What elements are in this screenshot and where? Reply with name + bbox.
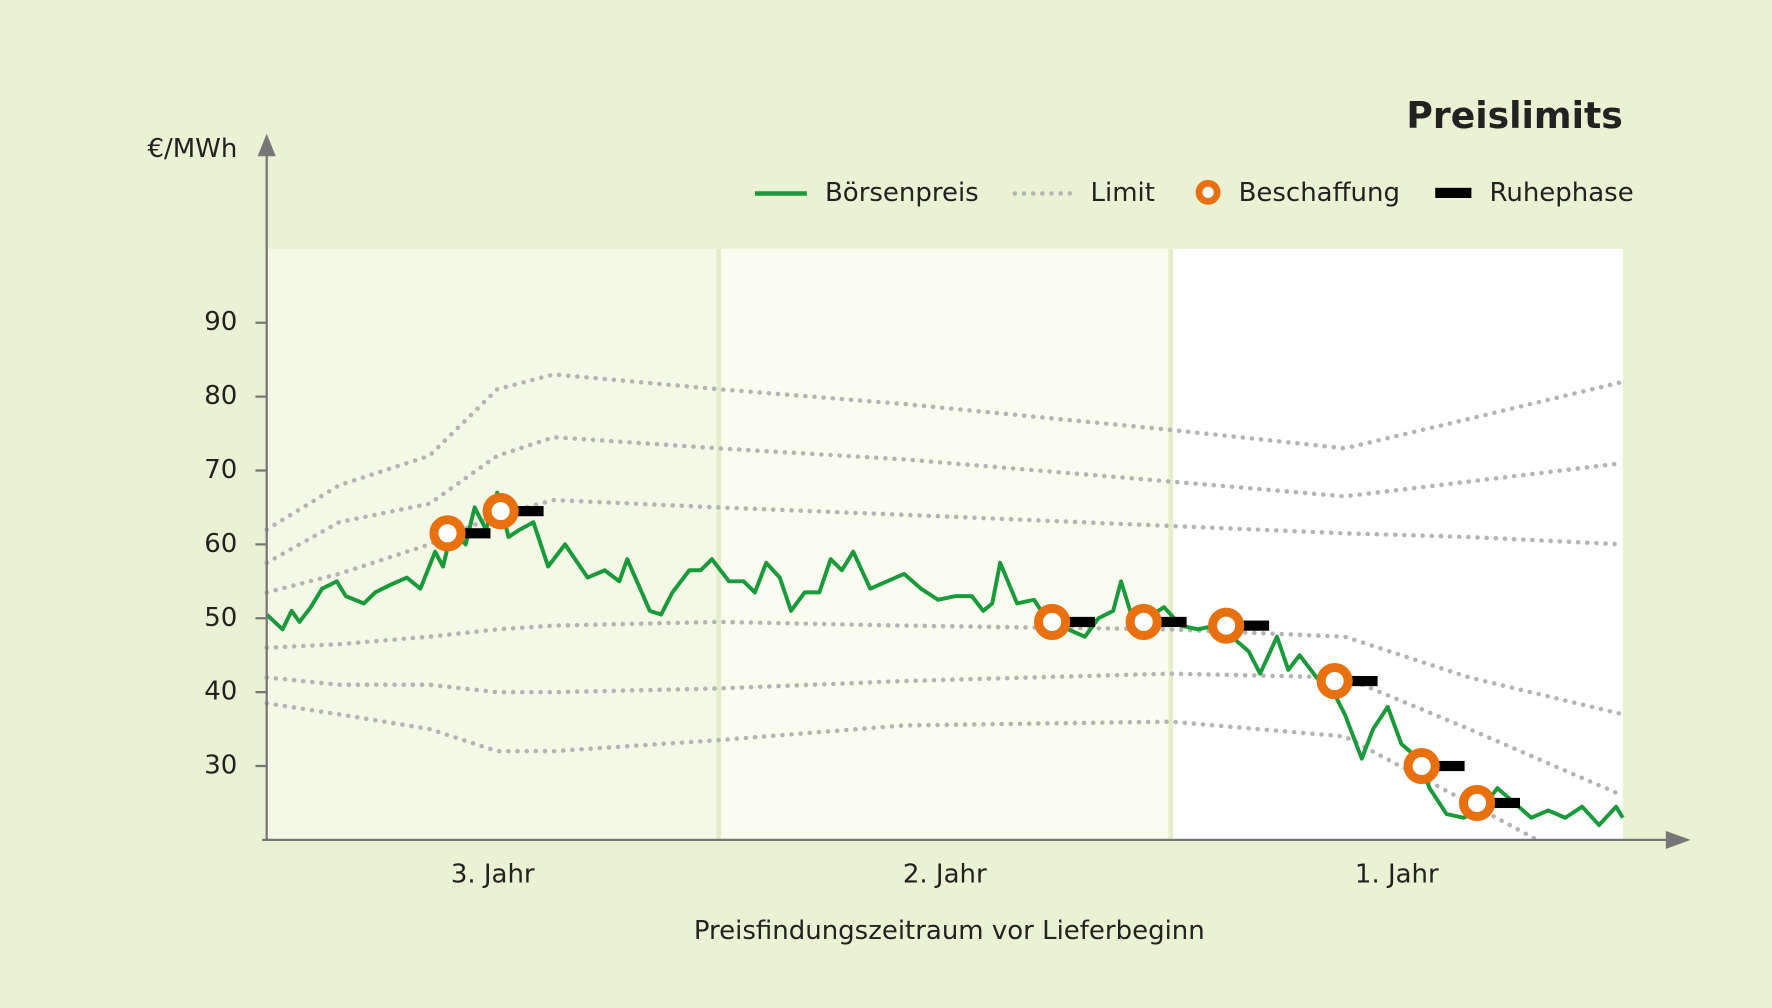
procurement-point xyxy=(1208,607,1245,644)
band xyxy=(718,248,1171,840)
procurement-point xyxy=(1403,747,1440,785)
y-tick-label: 90 xyxy=(204,307,237,337)
legend-swatch xyxy=(1435,187,1472,199)
limit-line xyxy=(264,434,1626,566)
rest-phase xyxy=(447,528,491,539)
legend-label: Börsenpreis xyxy=(825,178,979,208)
limit-line xyxy=(264,497,1626,595)
y-axis-label: €/MWh xyxy=(147,134,237,164)
bands xyxy=(266,248,1623,840)
rest-phase xyxy=(1421,760,1465,772)
legend-swatch xyxy=(1195,179,1221,205)
lines xyxy=(264,372,1626,843)
legend-label: Limit xyxy=(1091,178,1155,208)
procurement-point xyxy=(482,493,519,530)
limit-line xyxy=(264,372,1626,532)
rest-phase xyxy=(1477,797,1520,809)
rest-phase xyxy=(1226,620,1270,631)
price-line xyxy=(265,490,1625,828)
procurement-point xyxy=(1125,603,1162,641)
limit-line xyxy=(264,701,1540,843)
rest-phase xyxy=(1334,675,1378,687)
band xyxy=(1170,248,1623,840)
x-tick-label: 1. Jahr xyxy=(1355,859,1439,889)
x-arrow xyxy=(1665,830,1691,849)
y-tick-label: 70 xyxy=(204,455,237,485)
band xyxy=(266,248,719,840)
procurement-point xyxy=(1034,603,1071,641)
y-tick-label: 80 xyxy=(204,381,237,411)
legend-label: Ruhephase xyxy=(1489,178,1633,208)
axes xyxy=(255,321,267,768)
procurement-point xyxy=(1458,784,1496,822)
procurement-point xyxy=(1316,662,1353,700)
y-tick-label: 50 xyxy=(204,603,237,633)
x-tick-label: 2. Jahr xyxy=(903,859,987,889)
x-tick-label: 3. Jahr xyxy=(451,859,535,889)
y-tick-label: 40 xyxy=(204,677,237,707)
y-tick-label: 30 xyxy=(204,751,237,781)
x-axis-label: Preisfindungszeitraum vor Lieferbeginn xyxy=(694,916,1205,946)
rest-phase xyxy=(500,506,544,517)
limit-line xyxy=(264,671,1626,798)
legend-label: Beschaffung xyxy=(1239,178,1400,208)
rest-phase xyxy=(1143,616,1187,628)
rest-phase xyxy=(1052,616,1096,628)
procurement-point xyxy=(429,515,466,552)
chart-title: Preislimits xyxy=(1406,94,1622,137)
y-arrow xyxy=(257,133,276,157)
y-tick-label: 60 xyxy=(204,529,237,559)
